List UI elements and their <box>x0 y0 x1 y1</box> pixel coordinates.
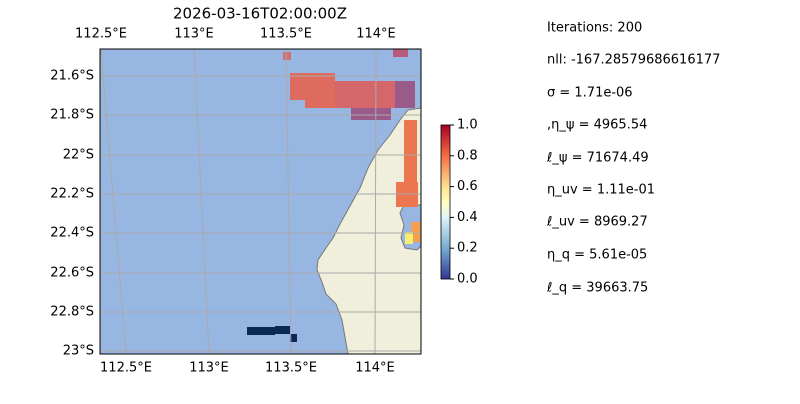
info-text: ℓ_q = 39663.75 <box>546 281 648 296</box>
lon-label-bottom: 113°E <box>189 361 229 376</box>
lon-label-bottom: 113.5°E <box>265 361 317 376</box>
lat-label: 23°S <box>63 344 94 359</box>
graticule <box>100 49 421 354</box>
info-text: ℓ_ψ = 71674.49 <box>546 151 649 166</box>
colorbar-tick-label: 0.8 <box>457 148 478 163</box>
lon-label-top: 114°E <box>356 27 396 42</box>
lat-label: 22.2°S <box>50 187 94 202</box>
lon-label-bottom: 114°E <box>355 361 395 376</box>
land <box>316 107 421 354</box>
info-text: η_uv = 1.11e-01 <box>547 183 655 198</box>
lat-label: 21.8°S <box>50 108 94 123</box>
colorbar-tick-label: 0.4 <box>457 210 478 225</box>
info-text: nll: -167.28579686616177 <box>547 53 720 68</box>
colorbar <box>440 124 451 280</box>
lon-label-bottom: 112.5°E <box>100 361 152 376</box>
lon-label-top: 113.5°E <box>260 27 312 42</box>
colorbar-tick-label: 1.0 <box>457 118 478 133</box>
lon-label-top: 112.5°E <box>75 27 127 42</box>
lat-label: 21.6°S <box>50 69 94 84</box>
lat-label: 22.4°S <box>50 226 94 241</box>
info-text: ,η_ψ = 4965.54 <box>547 118 647 133</box>
info-text: ℓ_uv = 8969.27 <box>546 215 648 230</box>
colorbar-tick-label: 0.6 <box>457 179 478 194</box>
field-cells <box>247 49 421 342</box>
info-text: η_q = 5.61e-05 <box>547 248 647 263</box>
colorbar-tick-label: 0.2 <box>457 241 478 256</box>
title: 2026-03-16T02:00:00Z <box>173 5 347 23</box>
map <box>100 49 421 354</box>
lon-label-top: 113°E <box>174 27 214 42</box>
info-text: σ = 1.71e-06 <box>547 86 633 101</box>
info-text: Iterations: 200 <box>547 21 642 36</box>
colorbar-tick-label: 0.0 <box>457 272 478 287</box>
lat-label: 22.8°S <box>50 305 94 320</box>
lat-label: 22.6°S <box>50 266 94 281</box>
map-frame <box>99 48 422 355</box>
lat-label: 22°S <box>63 148 94 163</box>
